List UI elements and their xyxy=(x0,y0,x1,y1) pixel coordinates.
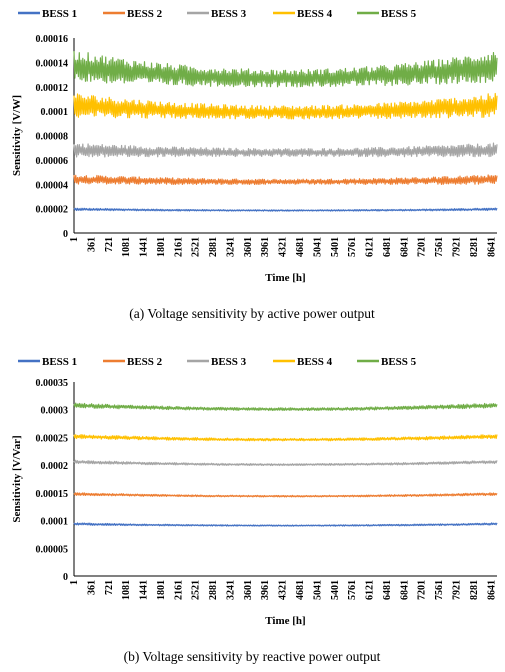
y-tick-label: 0.00016 xyxy=(36,34,69,45)
x-tick-label: 5401 xyxy=(330,580,341,600)
x-tick-label: 1081 xyxy=(121,580,132,600)
x-axis-title: Time [h] xyxy=(265,615,305,627)
x-tick-label: 2521 xyxy=(191,237,202,257)
x-tick-label: 2161 xyxy=(173,580,184,600)
x-tick-label: 3961 xyxy=(260,237,271,257)
x-tick-label: 1 xyxy=(69,237,80,242)
x-tick-label: 8281 xyxy=(469,580,480,600)
figure-caption: (b) Voltage sensitivity by reactive powe… xyxy=(124,649,381,664)
y-tick-label: 0.0003 xyxy=(41,406,69,417)
y-tick-label: 0.00004 xyxy=(36,180,69,191)
x-tick-label: 1 xyxy=(69,580,80,585)
x-tick-label: 721 xyxy=(104,580,115,595)
series-line-3 xyxy=(73,142,498,158)
x-tick-label: 8641 xyxy=(486,580,497,600)
x-tick-label: 5041 xyxy=(312,580,323,600)
figure-caption: (a) Voltage sensitivity by active power … xyxy=(129,306,375,321)
x-tick-label: 6481 xyxy=(382,237,393,257)
x-tick-label: 7561 xyxy=(434,237,445,257)
x-tick-label: 6841 xyxy=(399,237,410,257)
series-line-4 xyxy=(73,433,498,442)
legend-label-4: BESS 4 xyxy=(297,356,333,368)
x-tick-label: 4321 xyxy=(278,580,289,600)
legend-label-3: BESS 3 xyxy=(211,356,247,368)
x-tick-label: 3601 xyxy=(243,237,254,257)
x-tick-label: 2881 xyxy=(208,237,219,257)
x-tick-label: 4681 xyxy=(295,580,306,600)
x-tick-label: 3961 xyxy=(260,580,271,600)
y-tick-label: 0.0002 xyxy=(41,461,69,472)
legend-label-4: BESS 4 xyxy=(297,8,333,20)
legend-label-3: BESS 3 xyxy=(211,8,247,20)
x-tick-label: 1441 xyxy=(139,580,150,600)
x-tick-label: 7201 xyxy=(417,237,428,257)
series-line-1 xyxy=(73,207,498,212)
y-tick-label: 0.0001 xyxy=(41,517,69,528)
x-tick-label: 7921 xyxy=(451,237,462,257)
x-tick-label: 6121 xyxy=(365,580,376,600)
legend-label-1: BESS 1 xyxy=(42,8,77,20)
y-tick-label: 0 xyxy=(63,572,68,583)
x-tick-label: 7561 xyxy=(434,580,445,600)
x-tick-label: 7201 xyxy=(417,580,428,600)
x-tick-label: 361 xyxy=(86,237,97,252)
x-tick-label: 2161 xyxy=(173,237,184,257)
x-tick-label: 8641 xyxy=(486,237,497,257)
legend-label-5: BESS 5 xyxy=(381,356,417,368)
x-tick-label: 7921 xyxy=(451,580,462,600)
x-tick-label: 4321 xyxy=(278,237,289,257)
x-tick-label: 5761 xyxy=(347,237,358,257)
y-tick-label: 0.00002 xyxy=(36,205,69,216)
x-tick-label: 1801 xyxy=(156,237,167,257)
x-tick-label: 1441 xyxy=(139,237,150,257)
x-tick-label: 8281 xyxy=(469,237,480,257)
x-tick-label: 721 xyxy=(104,237,115,252)
y-tick-label: 0.0001 xyxy=(41,107,69,118)
series-line-3 xyxy=(73,459,498,467)
legend-label-2: BESS 2 xyxy=(127,356,163,368)
legend-label-5: BESS 5 xyxy=(381,8,417,20)
series-line-4 xyxy=(73,92,498,120)
x-tick-label: 2521 xyxy=(191,580,202,600)
x-tick-label: 6841 xyxy=(399,580,410,600)
series-line-5 xyxy=(73,51,498,88)
x-tick-label: 3241 xyxy=(225,237,236,257)
x-tick-label: 3601 xyxy=(243,580,254,600)
series-line-2 xyxy=(73,492,498,498)
y-tick-label: 0.00015 xyxy=(36,489,69,500)
y-axis-title: Sensitivity [V/W] xyxy=(11,95,23,176)
x-tick-label: 5761 xyxy=(347,580,358,600)
legend-label-2: BESS 2 xyxy=(127,8,163,20)
y-tick-label: 0.00035 xyxy=(36,378,69,389)
y-tick-label: 0 xyxy=(63,229,68,240)
y-tick-label: 0.00012 xyxy=(36,83,69,94)
y-tick-label: 0.00025 xyxy=(36,433,69,444)
x-tick-label: 1801 xyxy=(156,580,167,600)
y-tick-label: 0.00005 xyxy=(36,544,69,555)
series-line-1 xyxy=(73,522,498,527)
x-tick-label: 2881 xyxy=(208,580,219,600)
x-tick-label: 3241 xyxy=(225,580,236,600)
x-tick-label: 6481 xyxy=(382,580,393,600)
x-tick-label: 361 xyxy=(86,580,97,595)
series-line-2 xyxy=(73,174,498,186)
x-tick-label: 6121 xyxy=(365,237,376,257)
x-tick-label: 1081 xyxy=(121,237,132,257)
y-axis-title: Sensitivity [V/Var] xyxy=(11,435,23,522)
legend-label-1: BESS 1 xyxy=(42,356,77,368)
x-axis-title: Time [h] xyxy=(265,272,305,284)
y-tick-label: 0.00006 xyxy=(36,156,69,167)
y-tick-label: 0.00008 xyxy=(36,132,69,143)
x-tick-label: 4681 xyxy=(295,237,306,257)
y-tick-label: 0.00014 xyxy=(36,58,69,69)
x-tick-label: 5401 xyxy=(330,237,341,257)
x-tick-label: 5041 xyxy=(312,237,323,257)
series-line-5 xyxy=(73,402,498,412)
